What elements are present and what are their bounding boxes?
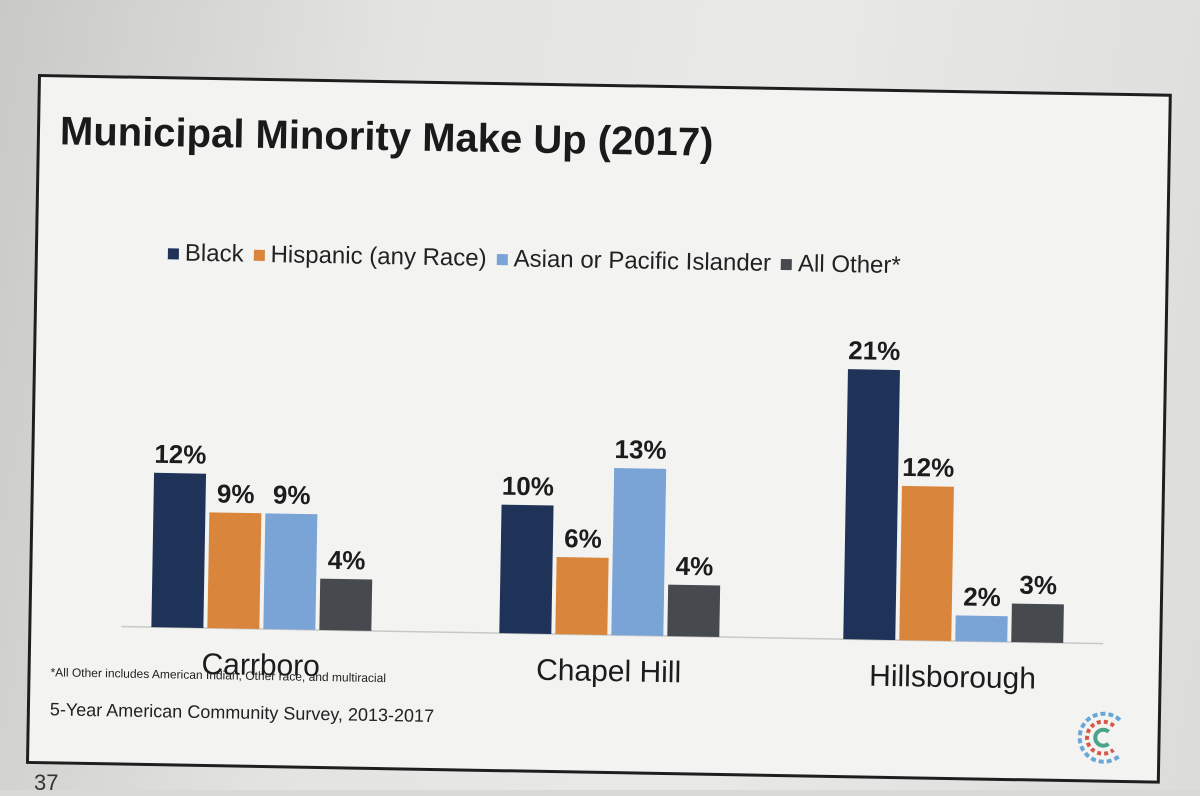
bar-carrboro-hispanic: [207, 512, 262, 629]
data-label-chapel-hill-black: 10%: [502, 471, 555, 502]
category-label-chapel-hill: Chapel Hill: [536, 654, 682, 690]
bar-hillsborough-hispanic: [899, 485, 954, 642]
bar-chapel-hill-black: [499, 504, 554, 635]
data-label-hillsborough-asian: 2%: [963, 582, 1001, 613]
data-label-hillsborough-black: 21%: [848, 335, 901, 366]
data-label-chapel-hill-asian: 13%: [614, 434, 667, 465]
bar-chapel-hill-hispanic: [555, 556, 609, 636]
chart-frame: Municipal Minority Make Up (2017) Black …: [25, 74, 1172, 784]
bar-chart-plot: 12% 9% 9% 4% Carrboro 10% 6% 13% 4% Chapel Hill 21…: [121, 335, 1104, 696]
data-label-carrboro-asian: 9%: [273, 479, 311, 510]
category-label-carrboro: Carrboro: [201, 648, 320, 683]
bar-hillsborough-other: [1011, 603, 1064, 643]
bar-chapel-hill-other: [667, 584, 721, 637]
bar-chapel-hill-asian: [611, 467, 667, 636]
data-label-carrboro-black: 12%: [154, 439, 207, 470]
data-label-carrboro-other: 4%: [328, 545, 366, 576]
bar-hillsborough-asian: [955, 615, 1008, 643]
organization-logo-icon: [1077, 711, 1122, 764]
category-label-hillsborough: Hillsborough: [869, 660, 1036, 696]
page-number: 37: [34, 770, 59, 795]
bar-carrboro-black: [151, 472, 207, 628]
bar-carrboro-asian: [263, 513, 318, 630]
bar-carrboro-other: [319, 578, 373, 631]
data-label-hillsborough-other: 3%: [1019, 570, 1057, 601]
bar-hillsborough-black: [843, 369, 900, 641]
data-label-hillsborough-hispanic: 12%: [902, 452, 955, 483]
data-label-chapel-hill-other: 4%: [675, 551, 713, 582]
data-label-chapel-hill-hispanic: 6%: [564, 523, 602, 554]
data-label-carrboro-hispanic: 9%: [217, 478, 255, 509]
